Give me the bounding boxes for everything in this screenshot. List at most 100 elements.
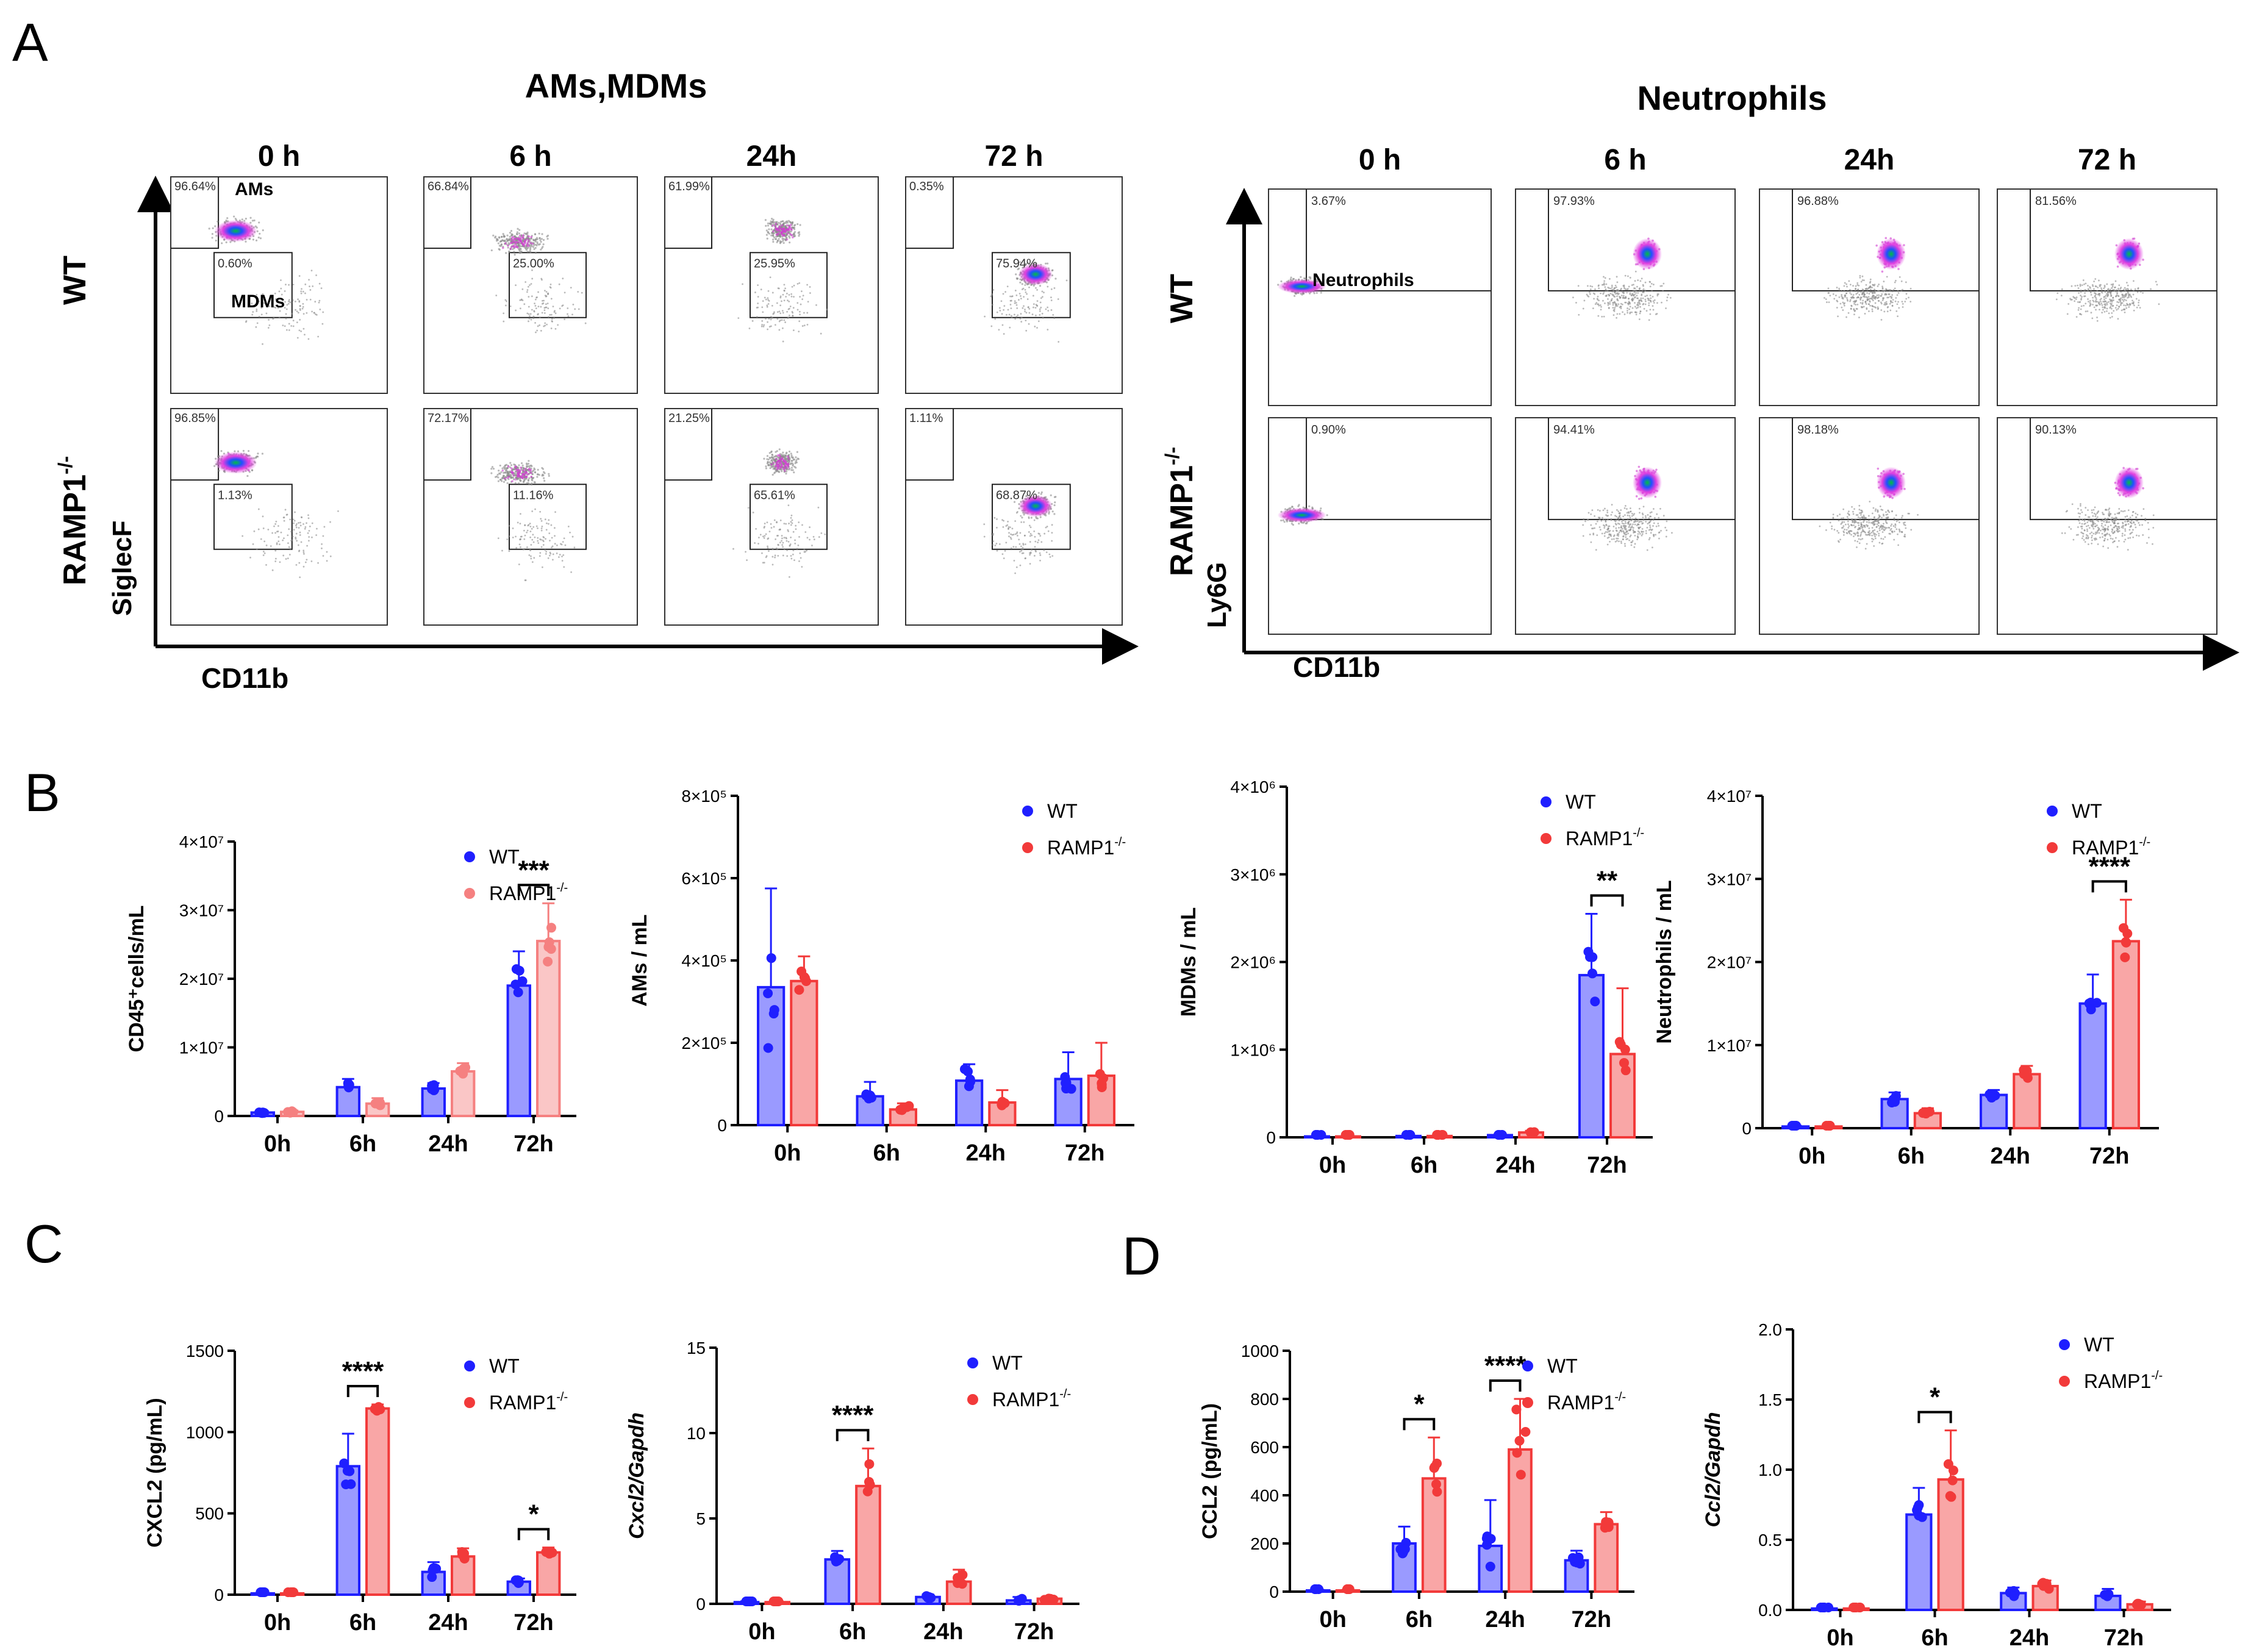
density-core: [1877, 238, 1906, 270]
event-dot: [498, 472, 501, 474]
event-dot: [1867, 288, 1869, 290]
event-dot: [776, 465, 779, 468]
event-dot: [528, 296, 530, 298]
event-dot: [531, 561, 534, 563]
event-dot: [1631, 299, 1633, 302]
event-dot: [2067, 303, 2070, 305]
event-dot: [797, 544, 800, 546]
event-dot: [1849, 288, 1851, 291]
event-dot: [2119, 300, 2122, 302]
event-dot: [1622, 297, 1624, 299]
event-dot: [1891, 301, 1894, 304]
event-dot: [537, 542, 540, 544]
event-dot: [776, 221, 778, 223]
event-dot: [1894, 300, 1897, 302]
event-dot: [1020, 295, 1022, 297]
event-dot: [1015, 546, 1017, 548]
event-dot: [2125, 282, 2128, 284]
event-dot: [1051, 540, 1053, 542]
event-dot: [1597, 315, 1600, 317]
event-dot: [1048, 553, 1051, 556]
event-dot: [1030, 517, 1033, 519]
event-dot: [528, 285, 529, 288]
event-dot: [539, 324, 541, 326]
event-dot: [1619, 313, 1621, 315]
event-dot: [778, 310, 781, 313]
event-dot: [283, 520, 285, 522]
event-dot: [1869, 291, 1872, 293]
event-dot: [259, 237, 262, 240]
event-dot: [1888, 293, 1891, 295]
event-dot: [1650, 301, 1652, 303]
event-dot: [1629, 302, 1631, 305]
event-dot: [1065, 279, 1068, 282]
event-dot: [1894, 281, 1896, 284]
event-dot: [1873, 284, 1875, 287]
event-dot: [1610, 299, 1612, 302]
event-dot: [501, 549, 503, 552]
event-dot: [1034, 554, 1036, 557]
neut-row-label-wt: WT: [1164, 274, 1200, 323]
event-dot: [1856, 282, 1859, 284]
event-dot: [498, 470, 500, 472]
event-dot: [296, 337, 299, 339]
event-dot: [1892, 288, 1895, 291]
event-dot: [1019, 564, 1022, 567]
event-dot: [1864, 301, 1867, 302]
event-dot: [1863, 279, 1865, 282]
event-dot: [1637, 306, 1639, 309]
event-dot: [809, 286, 811, 288]
event-dot: [564, 544, 567, 546]
event-dot: [537, 537, 539, 539]
event-dot: [541, 467, 543, 470]
event-dot: [746, 559, 748, 561]
event-dot: [774, 554, 776, 557]
event-dot: [1037, 492, 1040, 494]
event-dot: [510, 467, 513, 470]
event-dot: [2133, 309, 2135, 312]
event-dot: [529, 526, 532, 527]
event-dot: [796, 548, 798, 550]
event-dot: [1653, 302, 1655, 304]
event-dot: [1605, 294, 1608, 296]
event-dot: [999, 310, 1001, 312]
event-dot: [265, 544, 268, 546]
event-dot: [778, 320, 781, 323]
event-dot: [537, 291, 539, 293]
event-dot: [530, 544, 532, 546]
ams-row-label-ko: RAMP1-/-: [54, 456, 93, 585]
event-dot: [288, 554, 291, 556]
event-dot: [304, 527, 306, 530]
event-dot: [2101, 312, 2103, 313]
event-dot: [790, 231, 792, 233]
event-dot: [1000, 300, 1003, 302]
event-dot: [1900, 289, 1903, 291]
event-dot: [773, 236, 776, 238]
ams-gate-percent: 0.35%: [909, 180, 944, 193]
event-dot: [518, 232, 521, 235]
event-dot: [1641, 293, 1643, 296]
event-dot: [551, 318, 553, 320]
event-dot: [1639, 302, 1641, 304]
event-dot: [1648, 281, 1651, 283]
event-dot: [1640, 297, 1642, 299]
event-dot: [782, 220, 784, 223]
event-dot: [783, 548, 786, 550]
event-dot: [540, 520, 543, 522]
event-dot: [983, 523, 986, 526]
event-dot: [1589, 285, 1592, 287]
event-dot: [271, 302, 273, 304]
event-dot: [295, 526, 298, 529]
event-dot: [1649, 295, 1652, 296]
event-dot: [532, 534, 534, 536]
event-dot: [321, 323, 324, 325]
event-dot: [1648, 319, 1650, 321]
event-dot: [1883, 310, 1886, 313]
event-dot: [788, 523, 790, 524]
event-dot: [518, 543, 521, 546]
event-dot: [1872, 292, 1874, 295]
event-dot: [271, 296, 273, 298]
event-dot: [495, 238, 498, 240]
event-dot: [2117, 301, 2120, 304]
event-dot: [1053, 504, 1056, 507]
